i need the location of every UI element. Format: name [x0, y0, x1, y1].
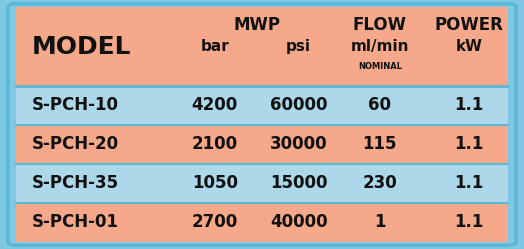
Bar: [16, 203, 508, 242]
Text: 115: 115: [363, 135, 397, 153]
Text: 1.1: 1.1: [454, 174, 484, 192]
Text: S-PCH-35: S-PCH-35: [31, 174, 118, 192]
Bar: [16, 164, 508, 203]
Text: S-PCH-20: S-PCH-20: [31, 135, 118, 153]
Text: NOMINAL: NOMINAL: [358, 62, 402, 71]
Text: 2700: 2700: [192, 213, 238, 231]
Text: psi: psi: [286, 39, 311, 54]
Text: S-PCH-10: S-PCH-10: [31, 96, 118, 114]
Text: 40000: 40000: [270, 213, 328, 231]
Text: 1.1: 1.1: [454, 135, 484, 153]
Text: 15000: 15000: [270, 174, 328, 192]
Text: FLOW: FLOW: [353, 16, 407, 34]
Text: kW: kW: [455, 39, 483, 54]
Bar: [16, 125, 508, 164]
Text: 230: 230: [363, 174, 397, 192]
Text: bar: bar: [201, 39, 229, 54]
Text: 60000: 60000: [270, 96, 328, 114]
Text: 1.1: 1.1: [454, 96, 484, 114]
Text: 1.1: 1.1: [454, 213, 484, 231]
Text: 30000: 30000: [270, 135, 328, 153]
FancyBboxPatch shape: [8, 4, 516, 245]
Bar: [16, 7, 508, 86]
Text: 60: 60: [368, 96, 391, 114]
Bar: [16, 86, 508, 125]
Text: MWP: MWP: [233, 16, 280, 34]
Text: 2100: 2100: [192, 135, 238, 153]
Text: 4200: 4200: [192, 96, 238, 114]
Text: 1: 1: [374, 213, 386, 231]
Text: ml/min: ml/min: [351, 39, 409, 54]
Text: POWER: POWER: [434, 16, 504, 34]
Text: MODEL: MODEL: [31, 35, 131, 59]
Text: S-PCH-01: S-PCH-01: [31, 213, 118, 231]
Text: 1050: 1050: [192, 174, 238, 192]
